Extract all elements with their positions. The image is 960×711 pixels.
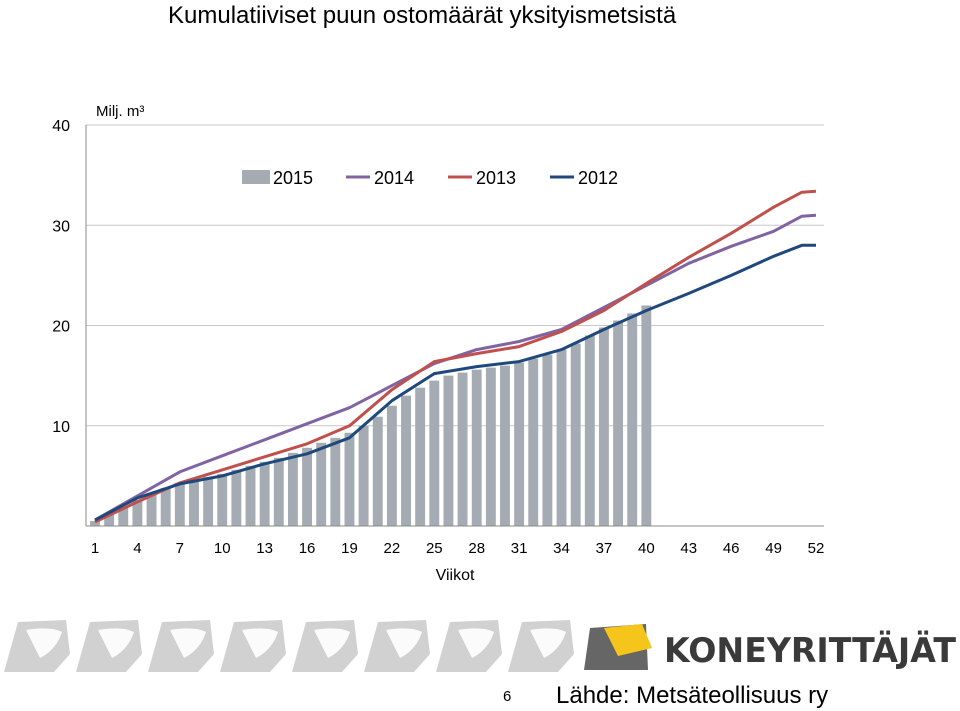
x-tick-10: 10	[214, 540, 231, 557]
x-tick-19: 19	[341, 540, 358, 557]
page-number: 6	[503, 688, 512, 705]
y-tick-10: 10	[52, 419, 70, 436]
x-tick-16: 16	[299, 540, 316, 557]
bar-week-37	[598, 327, 609, 526]
x-tick-31: 31	[511, 540, 528, 557]
legend-label-2014: 2014	[374, 168, 414, 188]
bar-week-27	[457, 372, 468, 526]
bar-week-32	[528, 358, 539, 526]
bar-week-4	[132, 499, 143, 526]
y-tick-20: 20	[52, 319, 70, 336]
bar-week-26	[443, 375, 454, 526]
bar-week-14	[273, 457, 284, 526]
gear-cutout-icon	[314, 628, 350, 658]
gear-cutout-icon	[458, 628, 494, 658]
bar-week-18	[330, 437, 341, 526]
axes	[85, 125, 824, 527]
bar-week-20	[358, 425, 369, 526]
legend-swatch-2015	[242, 170, 270, 184]
bar-week-15	[287, 452, 298, 526]
legend-label-2013: 2013	[476, 168, 516, 188]
chart-title: Kumulatiiviset puun ostomäärät yksityism…	[168, 2, 677, 29]
bar-week-40	[641, 305, 652, 526]
y-axis-label: Milj. m³	[96, 103, 144, 120]
x-tick-46: 46	[723, 540, 740, 557]
gridlines	[86, 124, 824, 427]
bar-week-2	[104, 513, 115, 526]
bar-week-19	[344, 432, 355, 526]
x-tick-labels: 1 4 7 10 13 16 19 22 25 28 31 34 37 40 43 46 49 52	[91, 540, 825, 557]
x-tick-43: 43	[680, 540, 697, 557]
bar-week-21	[372, 416, 383, 526]
bar-week-1	[90, 520, 100, 526]
footer-banner: KONEYRITTÄJÄT	[4, 620, 957, 672]
x-tick-49: 49	[765, 540, 782, 557]
x-tick-37: 37	[596, 540, 613, 557]
line-2013	[94, 189, 817, 524]
x-tick-40: 40	[638, 540, 655, 557]
source-text: Lähde: Metsäteollisuus ry	[556, 682, 829, 709]
x-tick-4: 4	[133, 540, 141, 557]
bar-week-36	[584, 335, 595, 526]
bar-week-17	[316, 442, 327, 526]
gear-cutout-icon	[98, 628, 134, 658]
x-tick-7: 7	[176, 540, 184, 557]
bar-week-16	[302, 447, 313, 526]
gear-logo-pattern	[4, 620, 574, 672]
bar-week-28	[471, 369, 482, 526]
y-tick-40: 40	[52, 118, 70, 135]
bar-week-29	[485, 367, 496, 526]
bar-week-34	[556, 349, 567, 526]
x-tick-34: 34	[553, 540, 570, 557]
bar-week-22	[386, 405, 397, 526]
bar-week-24	[415, 387, 426, 526]
y-tick-labels: 10 20 30 40	[52, 118, 70, 436]
gear-cutout-icon	[26, 628, 62, 658]
x-tick-1: 1	[91, 540, 99, 557]
x-tick-28: 28	[468, 540, 485, 557]
bar-week-33	[542, 354, 553, 526]
bar-week-7	[174, 482, 185, 526]
gear-cutout-icon	[242, 628, 278, 658]
bar-week-23	[401, 395, 411, 526]
bar-week-10	[217, 473, 228, 526]
brand-name: KONEYRITTÄJÄT	[664, 630, 957, 671]
bar-week-31	[514, 362, 525, 526]
gear-cutout-icon	[530, 628, 566, 658]
bar-week-13	[259, 461, 270, 526]
bar-week-35	[570, 343, 581, 526]
x-tick-22: 22	[384, 540, 401, 557]
bar-week-3	[118, 506, 129, 526]
bar-week-5	[146, 492, 157, 526]
x-tick-25: 25	[426, 540, 443, 557]
bar-week-11	[231, 469, 242, 526]
bar-week-9	[203, 476, 214, 526]
bar-week-8	[189, 479, 199, 526]
y-tick-30: 30	[52, 218, 70, 235]
bar-week-39	[627, 313, 638, 526]
bar-week-6	[160, 487, 171, 526]
x-axis-label: Viikot	[436, 567, 475, 584]
gear-cutout-icon	[170, 628, 206, 658]
series-lines	[94, 189, 817, 524]
bar-week-30	[500, 365, 510, 526]
bar-week-12	[245, 465, 256, 526]
legend-label-2015: 2015	[273, 168, 313, 188]
bars-2015	[90, 305, 652, 526]
line-2012	[94, 243, 816, 522]
bar-week-38	[613, 320, 624, 526]
legend: 2015 2014 2013 2012	[242, 168, 618, 188]
koneyrittajat-logo-icon	[584, 624, 652, 670]
line-2014	[94, 213, 817, 522]
x-tick-52: 52	[808, 540, 825, 557]
x-tick-13: 13	[256, 540, 273, 557]
legend-label-2012: 2012	[578, 168, 618, 188]
gear-cutout-icon	[386, 628, 422, 658]
chart: 10 20 30 40 1 4 7 10 13 16 19 22 25 28 31 34 37 40 43 46 49…	[52, 103, 825, 584]
bar-week-25	[429, 380, 440, 526]
